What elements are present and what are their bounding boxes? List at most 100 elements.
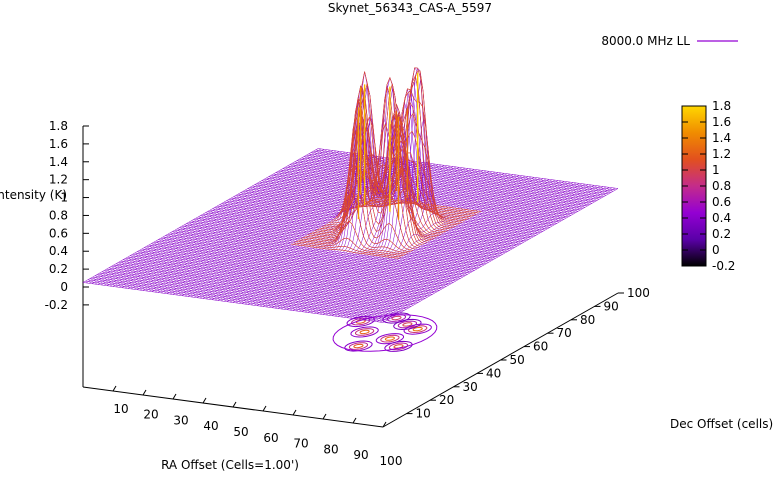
- y-tick-label: 90: [604, 299, 619, 313]
- peak-ridge: [361, 167, 470, 219]
- contour-line: [355, 328, 375, 336]
- x-tick-label: 30: [173, 413, 188, 427]
- z-tick-label: 0: [60, 280, 68, 294]
- x-tick-label: 10: [113, 402, 128, 416]
- contour-line: [384, 340, 413, 352]
- x-tick-label: 100: [380, 454, 403, 468]
- x-tick: [382, 421, 387, 428]
- mesh-line: [172, 160, 409, 295]
- peak-ridge: [356, 114, 465, 222]
- colorbar-tick-label: 1.4: [712, 131, 731, 145]
- colorbar-tick-label: 0.8: [712, 179, 731, 193]
- peak-ridge: [359, 139, 468, 220]
- mesh-line: [322, 180, 559, 315]
- x-tick-label: 80: [323, 442, 338, 456]
- x-tick: [142, 389, 147, 396]
- mesh-line: [91, 149, 328, 284]
- mesh-line: [103, 151, 340, 286]
- mesh-line: [100, 150, 337, 286]
- mesh-line: [319, 179, 556, 315]
- y-tick-label: 80: [580, 313, 595, 327]
- mesh-line: [325, 180, 562, 316]
- y-tick-label: 50: [510, 353, 525, 367]
- mesh-line: [82, 148, 319, 283]
- mesh-line: [187, 162, 424, 297]
- mesh-line: [307, 178, 544, 313]
- mesh-line: [118, 153, 355, 288]
- peak-ridge: [290, 243, 400, 259]
- colorbar-tick-label: 1: [712, 163, 720, 177]
- mesh-line: [382, 188, 619, 323]
- peak-ridge: [302, 151, 411, 253]
- mesh-line: [169, 159, 406, 295]
- x-tick: [322, 413, 327, 420]
- chart-title: Skynet_56343_CAS-A_5597: [328, 1, 492, 15]
- contour-line: [353, 343, 364, 349]
- peak-ridge: [363, 188, 472, 218]
- contour-line: [350, 326, 379, 338]
- y-axis-label: Dec Offset (cells): [670, 417, 773, 431]
- mesh-line: [304, 177, 541, 313]
- mesh-line: [97, 150, 334, 285]
- x-tick: [112, 385, 117, 392]
- colorbar-tick-label: 0: [712, 243, 720, 257]
- contour-line: [375, 333, 404, 345]
- x-tick-label: 40: [203, 419, 218, 433]
- x-axis-label: RA Offset (Cells=1.00'): [161, 458, 299, 472]
- mesh-line: [121, 153, 358, 288]
- mesh-line: [139, 155, 376, 291]
- tick-labels: 1.8 1.6 1.4 1.2 1 0.8 0.6 0.4 0.2 0 -0.2 10 20 30 40 50…: [45, 119, 650, 468]
- mesh-line: [106, 151, 343, 286]
- mesh-line: [85, 148, 322, 284]
- mesh-line: [352, 184, 589, 319]
- colorbar-tick-label: 1.8: [712, 99, 731, 113]
- mesh-line: [361, 185, 598, 320]
- z-tick-label: 1.4: [49, 155, 68, 169]
- peak-ridge: [309, 110, 418, 248]
- x-tick-label: 20: [143, 408, 158, 422]
- legend-label: 8000.0 MHz LL: [601, 34, 690, 48]
- mesh-line: [88, 149, 325, 284]
- mesh-line: [337, 182, 574, 317]
- z-tick-label: 0.2: [49, 262, 68, 276]
- mesh-line: [166, 159, 403, 294]
- y-tick-label: 30: [463, 380, 478, 394]
- z-tick-label: -0.2: [45, 298, 68, 312]
- y-tick-label: 60: [533, 340, 548, 354]
- colorbar-tick-label: 1.6: [712, 115, 731, 129]
- peak-ridge: [340, 74, 449, 231]
- mesh-line: [328, 181, 565, 316]
- mesh-line: [355, 184, 592, 320]
- mesh-line: [190, 162, 427, 298]
- mesh-line: [127, 154, 364, 289]
- peak-ridge: [300, 190, 409, 254]
- z-tick-label: 0.4: [49, 244, 68, 258]
- z-tick-label: 0.6: [49, 226, 68, 240]
- mesh-line: [133, 155, 370, 290]
- peak-ridge: [333, 115, 442, 235]
- surface-mesh: [82, 67, 619, 323]
- z-tick-label: 1: [60, 191, 68, 205]
- contour-line: [388, 342, 409, 351]
- mesh-line: [136, 155, 373, 290]
- contour-line: [332, 314, 438, 352]
- x-tick: [202, 397, 207, 404]
- z-tick-label: 1.8: [49, 119, 68, 133]
- mesh-line: [340, 182, 577, 318]
- mesh-line: [343, 183, 580, 318]
- mesh-line: [94, 149, 331, 285]
- y-tick-label: 70: [557, 326, 572, 340]
- contour-line: [402, 322, 413, 327]
- colorbar: 1.8 1.6 1.4 1.2 1 0.8 0.6 0.4 0.2 0 -0.2: [681, 99, 735, 273]
- colorbar-tick-label: 1.2: [712, 147, 731, 161]
- x-tick-label: 70: [293, 437, 308, 451]
- mesh-line: [364, 185, 601, 321]
- peak-ridge: [298, 220, 407, 255]
- mesh-line: [115, 152, 352, 288]
- mesh-line: [379, 187, 616, 323]
- peak-ridge: [293, 242, 402, 258]
- contour-line: [380, 334, 400, 343]
- contour-line: [391, 315, 402, 321]
- x-tick: [262, 405, 267, 412]
